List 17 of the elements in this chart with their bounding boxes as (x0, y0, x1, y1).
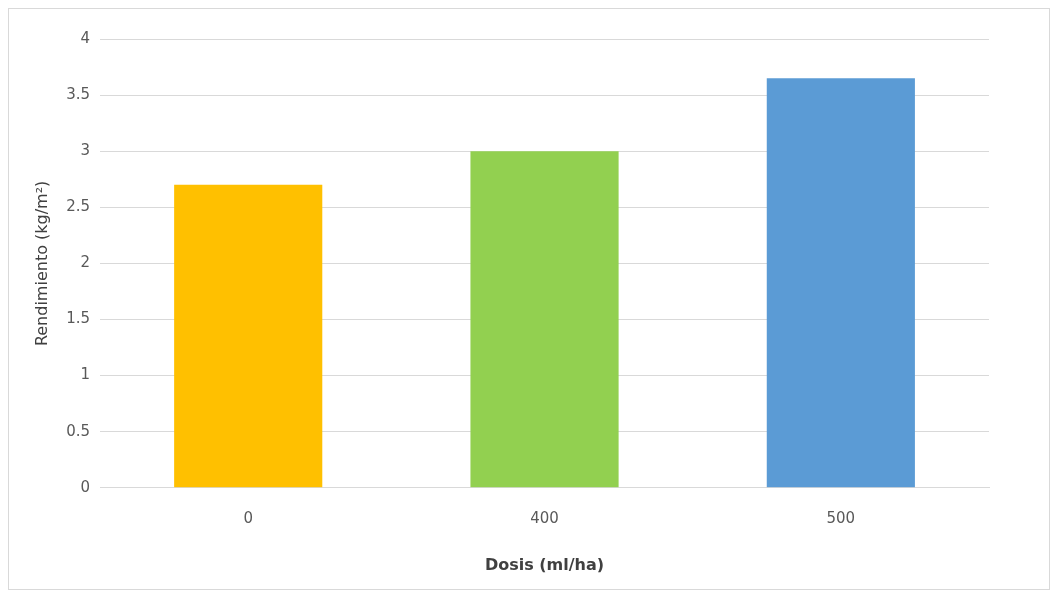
y-tick-label: 2.5 (66, 197, 91, 216)
y-tick-label: 3.5 (66, 84, 91, 103)
y-tick-label: 4 (80, 28, 91, 47)
y-axis-title: Rendimiento (kg/m²) (31, 180, 51, 347)
bar (470, 151, 619, 488)
y-tick-label: 1 (80, 365, 91, 384)
y-tick-label: 1.5 (66, 309, 91, 328)
x-tick-label: 0 (243, 508, 253, 527)
x-tick-label: 500 (826, 508, 856, 527)
y-tick-label: 0 (80, 477, 91, 496)
x-tick-label: 400 (530, 508, 559, 527)
bar (174, 184, 323, 488)
x-axis-title: Dosis (ml/ha) (484, 554, 605, 574)
y-tick-label: 3 (80, 141, 91, 160)
y-tick-label: 2 (80, 253, 91, 272)
y-tick-label: 0.5 (66, 421, 91, 440)
bar (766, 78, 915, 488)
